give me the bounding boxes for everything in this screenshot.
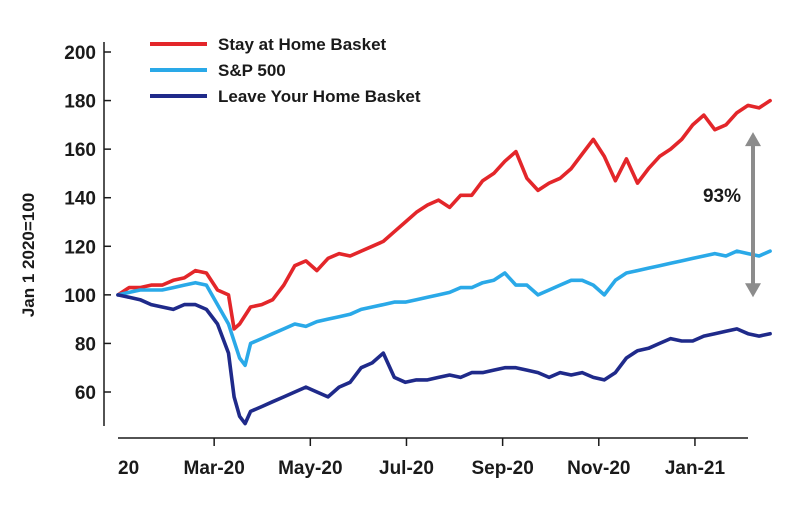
x-tick-label: May-20 [278,458,342,479]
x-tick-label: 20 [118,458,139,479]
x-tick-label: Jan-21 [665,458,726,479]
x-tick-label: Sep-20 [471,458,533,479]
y-tick-label: 100 [64,286,96,307]
series-line-1 [116,98,772,331]
annotation-arrow-head-up [745,132,761,147]
series-line-3 [116,293,772,426]
legend-label-1: Stay at Home Basket [218,35,387,54]
series-line-2 [116,249,772,368]
legend: Stay at Home Basket S&P 500 Leave Your Hom… [150,35,421,106]
annotation-layer: 93% [703,132,761,298]
x-tick-label: Mar-20 [184,458,245,479]
x-tick-label: Nov-20 [567,458,630,479]
y-tick-label: 140 [64,189,96,210]
y-tick-label: 80 [75,334,96,355]
y-axis: 60 80 100 120 140 160 180 200 [64,42,111,426]
y-tick-label: 160 [64,140,96,161]
y-tick-label: 200 [64,43,96,64]
x-tick-label: Jul-20 [379,458,434,479]
series-layer [116,98,772,426]
y-axis-title: Jan 1 2020=100 [19,193,38,317]
y-tick-label: 120 [64,237,96,258]
y-tick-label: 180 [64,92,96,113]
annotation-label: 93% [703,186,741,207]
legend-label-2: S&P 500 [218,61,286,80]
annotation-arrow-head-down [745,283,761,298]
y-tick-label: 60 [75,383,96,404]
legend-label-3: Leave Your Home Basket [218,87,421,106]
x-axis: 20 Mar-20 May-20 Jul-20 Sep-20 Nov-20 Jan-21 [118,437,748,479]
